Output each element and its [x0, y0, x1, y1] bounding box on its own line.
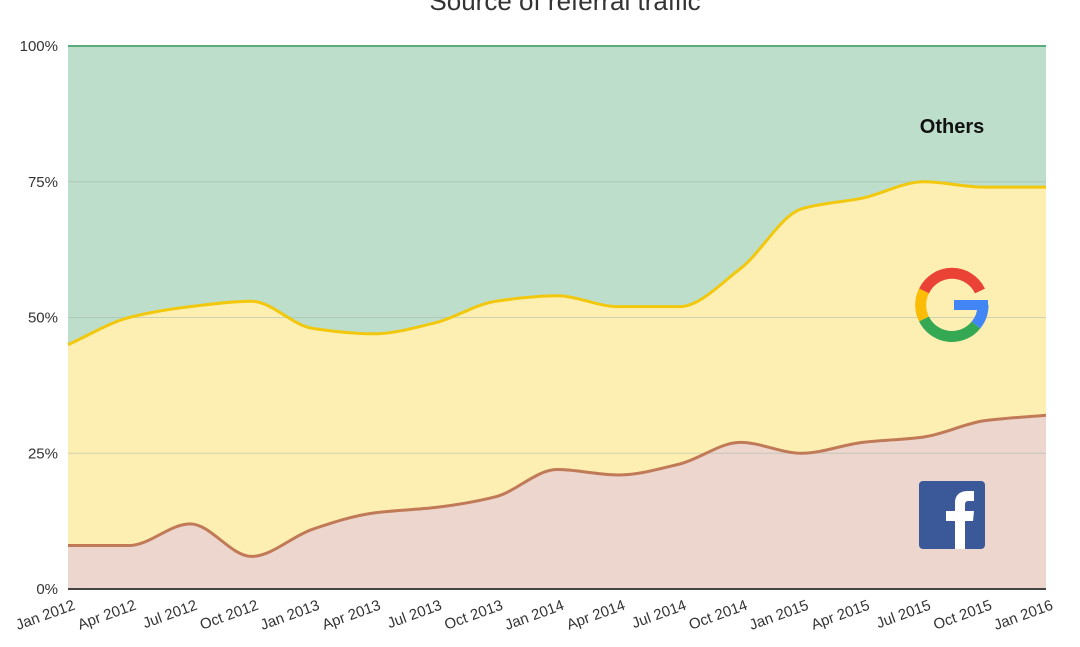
x-tick-label: Apr 2015 [809, 597, 872, 634]
x-tick-label: Oct 2014 [687, 597, 750, 634]
x-tick-label: Jan 2013 [258, 597, 322, 634]
chart-title: Source of referral traffic [429, 0, 701, 16]
others-series-label: Others [920, 116, 984, 138]
facebook-area [68, 415, 1046, 589]
facebook-line [67, 413, 1047, 558]
series-lines [67, 45, 1047, 558]
x-tick-label: Apr 2012 [75, 597, 138, 634]
x-tick-label: Jan 2012 [14, 597, 78, 634]
y-axis: 0% 25% 50% 75% 100% [20, 38, 58, 598]
x-tick-label: Oct 2012 [198, 597, 261, 634]
y-tick-label: 50% [28, 310, 58, 327]
x-tick-label: Jan 2015 [747, 597, 811, 634]
google-line [67, 180, 1046, 347]
google-logo-icon [915, 267, 989, 342]
x-tick-label: Jul 2012 [141, 597, 200, 632]
x-tick-label: Jan 2016 [992, 597, 1056, 634]
gridlines [68, 181, 1046, 454]
y-tick-label: 0% [36, 581, 58, 598]
x-tick-label: Apr 2013 [320, 597, 383, 634]
x-tick-label: Jul 2015 [874, 597, 933, 632]
y-tick-label: 25% [28, 445, 58, 462]
y-tick-label: 75% [28, 174, 58, 191]
x-tick-label: Jul 2014 [630, 597, 689, 632]
x-tick-label: Jan 2014 [503, 597, 567, 634]
x-tick-label: Apr 2014 [564, 597, 627, 634]
facebook-logo-icon [919, 481, 985, 549]
x-tick-label: Oct 2015 [931, 597, 994, 634]
y-tick-label: 100% [20, 38, 58, 55]
x-tick-label: Oct 2013 [442, 597, 505, 634]
x-tick-label: Jul 2013 [385, 597, 444, 632]
